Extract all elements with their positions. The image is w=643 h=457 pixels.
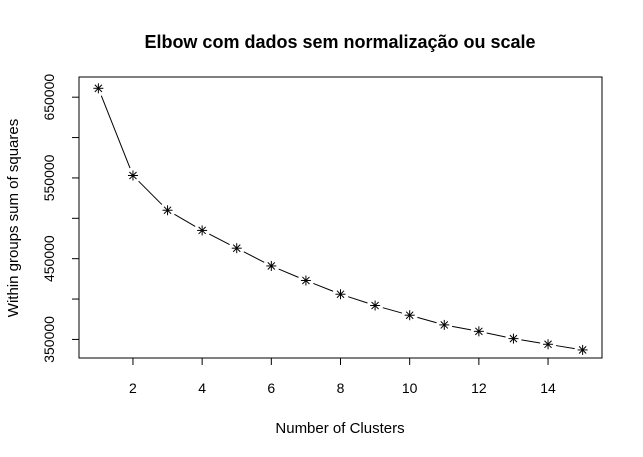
series-line-segment xyxy=(347,296,368,304)
x-tick-label: 10 xyxy=(402,380,418,396)
series-line-segment xyxy=(555,345,575,350)
y-tick-label: 550000 xyxy=(41,154,57,201)
x-axis-label: Number of Clusters xyxy=(275,420,404,437)
data-point-asterisk xyxy=(231,243,242,254)
x-tick-label: 6 xyxy=(267,380,275,396)
series-line-segment xyxy=(521,339,541,344)
data-point-asterisk xyxy=(93,83,104,94)
x-tick-label: 14 xyxy=(540,380,556,396)
data-point-asterisk xyxy=(473,326,484,337)
data-point-asterisk xyxy=(335,289,346,300)
series-line-segment xyxy=(313,282,334,292)
x-tick-label: 4 xyxy=(198,380,206,396)
data-point-asterisk xyxy=(439,319,450,330)
series-line-segment xyxy=(100,95,131,169)
y-tick-label: 450000 xyxy=(41,235,57,282)
data-point-asterisk xyxy=(162,205,173,216)
series-line-segment xyxy=(243,251,265,263)
x-axis: 2 4 6 8 10 12 14 xyxy=(129,357,556,396)
y-tick-label: 650000 xyxy=(41,74,57,121)
data-point-asterisk xyxy=(508,333,519,344)
data-point-asterisk xyxy=(404,310,415,321)
data-point-asterisk xyxy=(266,260,277,271)
series-line-segment xyxy=(417,316,437,324)
series-line-segment xyxy=(138,180,163,205)
y-axis-label: Within groups sum of squares xyxy=(5,119,22,317)
series-line-segment xyxy=(278,268,299,278)
chart-title: Elbow com dados sem normalização ou scal… xyxy=(144,32,535,52)
series-line-segment xyxy=(382,307,403,314)
x-tick-label: 2 xyxy=(129,380,137,396)
y-axis: 350000 450000 550000 650000 xyxy=(41,74,80,363)
data-point-asterisk xyxy=(543,339,554,350)
data-point-asterisk xyxy=(197,225,208,236)
plot-frame xyxy=(78,76,603,359)
data-point-asterisk xyxy=(577,344,588,355)
data-point-asterisk xyxy=(127,170,138,181)
x-tick-label: 12 xyxy=(471,380,487,396)
series-line-segment xyxy=(174,213,196,227)
series-line-segment xyxy=(486,332,506,338)
series-line-segment xyxy=(209,233,230,245)
x-tick-label: 8 xyxy=(337,380,345,396)
data-point-asterisk xyxy=(370,300,381,311)
data-point-asterisk xyxy=(300,275,311,286)
y-tick-label: 350000 xyxy=(41,316,57,363)
series-line-segment xyxy=(452,325,472,331)
series-layer xyxy=(93,83,588,355)
